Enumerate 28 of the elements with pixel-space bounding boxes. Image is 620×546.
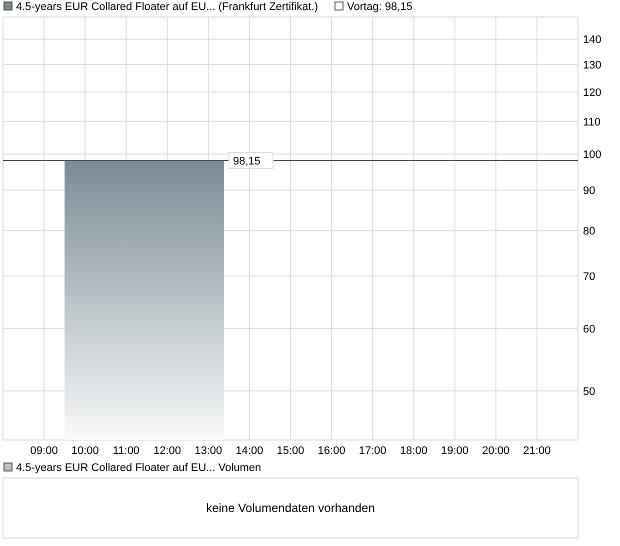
x-tick-label: 14:00: [236, 445, 264, 457]
y-tick-label: 130: [583, 60, 602, 72]
y-tick-label: 70: [583, 270, 596, 283]
legend-label: 4.5-years EUR Collared Floater auf EU... (Frankfurt Zertifikat.): [16, 1, 318, 13]
y-tick-label: 60: [583, 324, 596, 336]
x-tick-label: 15:00: [276, 445, 304, 457]
x-tick-label: 13:00: [194, 445, 222, 457]
y-tick-label: 80: [583, 225, 596, 238]
text: 4.5-years EUR Collared Floater auf EU... Volumen: [16, 462, 262, 474]
y-tick-label: 120: [583, 86, 602, 99]
y-tick-label: 140: [583, 34, 602, 46]
text: Vortag: 98,15: [347, 1, 412, 13]
x-tick-label: 19:00: [441, 445, 469, 457]
x-tick-label: 18:00: [400, 445, 428, 457]
ref-line-label: 98,15: [232, 155, 260, 168]
x-tick-label: 09:00: [30, 445, 58, 457]
x-tick-label: 21:00: [523, 445, 551, 457]
text: keine Volumendaten vorhanden: [206, 501, 375, 515]
x-tick-label: 16:00: [318, 445, 346, 457]
x-tick-label: 17:00: [358, 445, 386, 457]
y-tick-label: 90: [583, 185, 596, 198]
y-tick-label: 100: [583, 149, 602, 162]
x-tick-label: 20:00: [482, 445, 510, 457]
x-tick-label: 12:00: [154, 445, 182, 457]
x-tick-label: 11:00: [112, 445, 140, 457]
y-tick-label: 110: [583, 116, 601, 129]
x-tick-label: 10:00: [71, 445, 99, 457]
y-tick-label: 50: [583, 386, 596, 398]
